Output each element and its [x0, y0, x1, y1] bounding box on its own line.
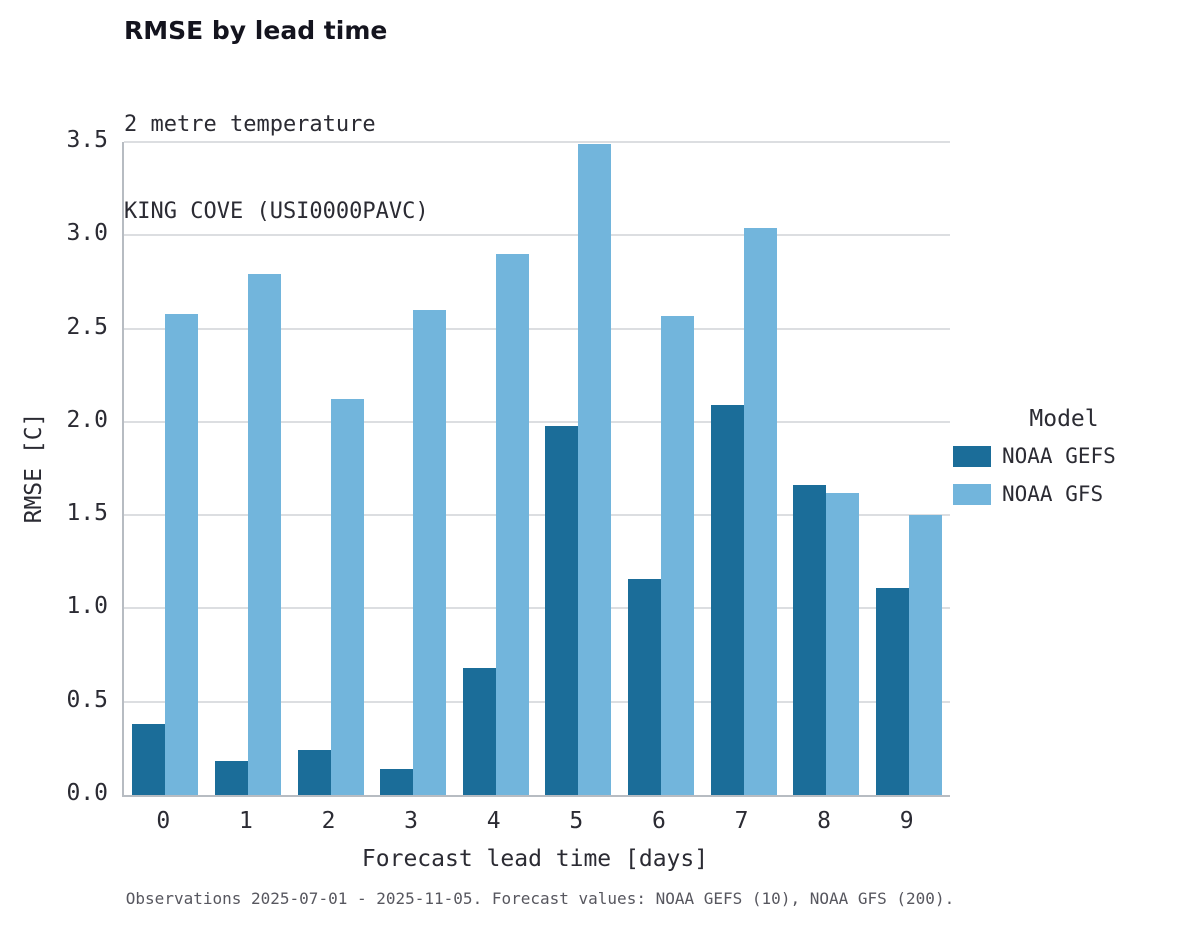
chart-title: RMSE by lead time	[124, 16, 388, 45]
bar-noaa-gfs-day-1	[247, 274, 281, 795]
chart-caption: Observations 2025-07-01 - 2025-11-05. Fo…	[125, 889, 955, 908]
bar-noaa-gefs-day-2	[297, 750, 331, 795]
chart-subtitle: 2 metre temperature KING COVE (USI0000PA…	[124, 52, 429, 284]
chart-subtitle-line-1: 2 metre temperature	[124, 112, 376, 137]
bar-noaa-gefs-day-7	[710, 405, 744, 795]
y-tick-label: 0.0	[66, 780, 108, 806]
bar-noaa-gefs-day-5	[545, 425, 579, 795]
y-tick-label: 1.5	[66, 500, 108, 527]
gridline	[124, 514, 950, 517]
legend: Model NOAA GEFS NOAA GFS	[953, 406, 1175, 520]
bar-noaa-gfs-day-5	[578, 143, 612, 795]
bar-noaa-gefs-day-6	[627, 578, 661, 795]
y-tick-label: 3.0	[66, 220, 108, 247]
y-tick-label: 2.0	[66, 406, 108, 433]
legend-label: NOAA GFS	[1002, 482, 1104, 506]
bar-noaa-gfs-day-7	[743, 227, 777, 795]
legend-entry: NOAA GFS	[953, 482, 1175, 506]
bar-noaa-gefs-day-3	[380, 768, 414, 795]
x-tick-label: 6	[651, 808, 666, 834]
x-tick-label: 0	[156, 808, 171, 834]
bar-noaa-gfs-day-3	[413, 309, 447, 795]
gridline	[124, 700, 950, 703]
legend-label: NOAA GEFS	[1002, 444, 1116, 468]
bar-noaa-gfs-day-2	[330, 399, 364, 795]
bar-noaa-gefs-day-4	[462, 668, 496, 795]
y-tick-label: 2.5	[66, 313, 108, 340]
gridline	[124, 607, 950, 610]
x-tick-label: 2	[321, 808, 336, 834]
gridline	[124, 327, 950, 330]
x-tick-label: 8	[817, 808, 832, 834]
x-tick-label: 3	[404, 808, 419, 834]
x-tick-label: 7	[734, 808, 749, 834]
x-tick-label: 1	[238, 808, 253, 834]
y-tick-label: 3.5	[66, 127, 108, 153]
legend-entry: NOAA GEFS	[953, 444, 1175, 468]
bar-noaa-gefs-day-1	[214, 761, 248, 795]
bar-noaa-gfs-day-8	[826, 492, 860, 795]
gridline	[124, 234, 950, 237]
legend-swatch	[953, 483, 991, 505]
bar-noaa-gfs-day-9	[908, 515, 942, 795]
x-tick-label: 4	[486, 808, 501, 834]
bar-noaa-gefs-day-0	[132, 724, 166, 795]
y-tick-label: 1.0	[66, 593, 108, 620]
bar-noaa-gfs-day-0	[165, 313, 199, 795]
x-tick-label: 5	[569, 808, 584, 834]
y-tick-label: 0.5	[66, 686, 108, 713]
gridline	[124, 420, 950, 423]
bar-noaa-gfs-day-4	[495, 253, 529, 795]
legend-swatch	[953, 445, 991, 467]
bar-noaa-gefs-day-9	[875, 587, 909, 795]
bar-noaa-gfs-day-6	[660, 315, 694, 795]
legend-entries: NOAA GEFS NOAA GFS	[953, 444, 1175, 506]
gridline	[124, 141, 950, 143]
legend-title: Model	[1029, 406, 1099, 432]
bar-noaa-gefs-day-8	[793, 485, 827, 795]
plot-area	[122, 141, 950, 797]
x-tick-label: 9	[899, 808, 914, 834]
chart-subtitle-line-2: KING COVE (USI0000PAVC)	[124, 199, 429, 224]
x-axis-label: Forecast lead time [days]	[361, 846, 709, 872]
